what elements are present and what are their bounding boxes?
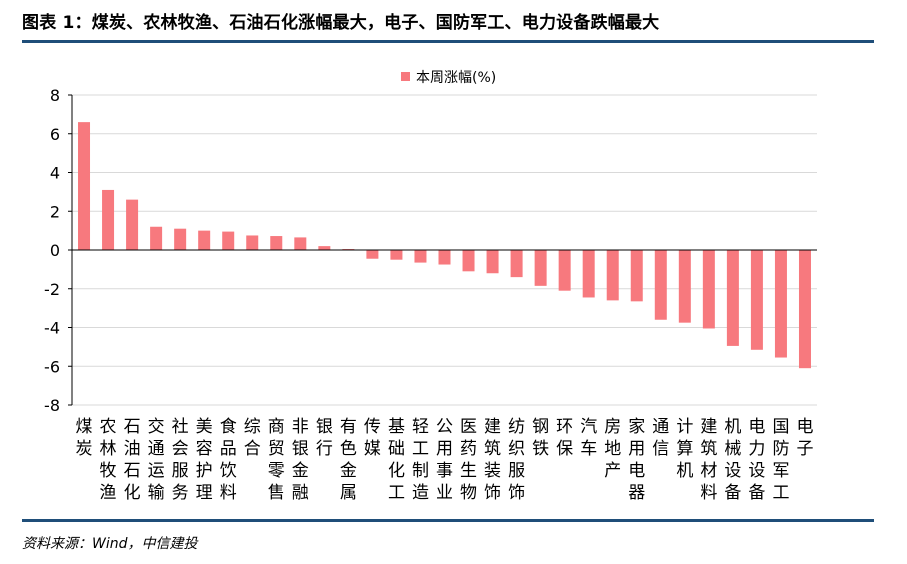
- x-tick-label: 电力设备: [748, 417, 765, 503]
- x-tick-label: 美容护理: [196, 417, 213, 503]
- bar: [174, 228, 187, 250]
- bar: [462, 250, 475, 272]
- bar: [390, 250, 403, 260]
- x-tick-label: 综合: [244, 417, 261, 459]
- bar: [294, 237, 307, 250]
- x-tick-label: 国防军工: [772, 417, 789, 503]
- y-tick-label: -2: [44, 280, 60, 299]
- y-tick-label: -6: [44, 357, 60, 376]
- bar: [270, 236, 283, 250]
- bar: [726, 250, 739, 346]
- y-tick-label: 8: [50, 86, 60, 105]
- x-tick-label: 交通运输: [148, 417, 165, 503]
- bar: [486, 250, 499, 274]
- x-tick-label: 电子: [796, 417, 813, 459]
- x-tick-label: 银行: [316, 417, 333, 459]
- x-tick-label: 商贸零售: [268, 417, 285, 503]
- bar: [510, 250, 523, 278]
- legend: 本周涨幅(%): [385, 64, 545, 90]
- x-tick-label: 计算机: [676, 417, 693, 481]
- bar: [102, 189, 115, 250]
- bar: [318, 246, 331, 251]
- legend-label: 本周涨幅(%): [416, 70, 496, 86]
- x-tick-label: 环保: [556, 417, 573, 459]
- title-rule: [22, 40, 874, 43]
- x-tick-label: 有色金属: [340, 417, 357, 503]
- x-tick-label: 通信: [652, 417, 669, 459]
- source-note: 资料来源：Wind，中信建投: [22, 536, 198, 552]
- x-tick-label: 公用事业: [436, 417, 453, 503]
- x-tick-label: 纺织服饰: [508, 417, 525, 503]
- x-tick-label: 社会服务: [172, 417, 189, 503]
- y-tick-label: 0: [50, 241, 60, 260]
- bar: [438, 250, 451, 265]
- bar: [150, 226, 163, 250]
- bar: [78, 122, 91, 251]
- bar: [678, 250, 691, 323]
- bar: [606, 250, 619, 301]
- y-tick-label: 2: [50, 202, 60, 221]
- bar: [630, 250, 643, 302]
- x-tick-label: 石油石化: [124, 417, 141, 503]
- x-tick-label: 汽车: [580, 417, 597, 459]
- x-tick-label: 医药生物: [460, 417, 477, 503]
- x-tick-label: 建筑装饰: [484, 417, 501, 503]
- bar: [198, 230, 211, 251]
- bar: [558, 250, 571, 291]
- bar: [702, 250, 715, 329]
- bar: [534, 250, 547, 286]
- x-tick-label: 基础化工: [388, 417, 405, 503]
- legend-swatch: [401, 72, 410, 81]
- x-tick-label: 机械设备: [724, 417, 741, 503]
- footer-rule: [22, 519, 874, 522]
- y-tick-labels: 8 6 4 2 0 -2 -4 -6 -8: [44, 86, 60, 415]
- bar: [414, 250, 427, 263]
- x-tick-label: 传媒: [364, 417, 381, 459]
- bar: [582, 250, 595, 298]
- bar: [798, 250, 811, 369]
- bars: [78, 122, 811, 369]
- x-tick-label: 食品饮料: [220, 417, 237, 503]
- bar: [654, 250, 667, 320]
- axes: [68, 94, 817, 406]
- figure-title: 图表 1：煤炭、农林牧渔、石油石化涨幅最大，电子、国防军工、电力设备跌幅最大: [22, 13, 660, 33]
- x-tick-label: 建筑材料: [700, 417, 717, 503]
- legend-box: [385, 64, 545, 90]
- bar: [750, 250, 763, 350]
- x-tick-label: 非银金融: [292, 417, 309, 503]
- bar: [126, 199, 139, 251]
- x-tick-label: 家用电器: [628, 417, 645, 503]
- x-tick-label: 钢铁: [532, 417, 549, 459]
- x-tick-labels: 煤炭农林牧渔石油石化交通运输社会服务美容护理食品饮料综合商贸零售非银金融银行有色…: [76, 417, 814, 503]
- bar: [246, 235, 259, 250]
- y-tick-label: -8: [44, 396, 60, 415]
- y-tick-label: 6: [50, 125, 60, 144]
- x-tick-label: 农林牧渔: [100, 417, 117, 503]
- y-tick-label: -4: [44, 319, 60, 338]
- y-tick-label: 4: [50, 164, 60, 183]
- x-tick-label: 煤炭: [76, 417, 93, 459]
- x-tick-label: 房地产: [604, 417, 621, 481]
- bar: [774, 250, 787, 358]
- bar-chart: 8 6 4 2 0 -2 -4 -6 -8 煤炭农林牧渔石油石化交通运输社会服务美容护理食品饮料…: [44, 64, 817, 503]
- x-tick-label: 轻工制造: [412, 417, 429, 503]
- bar: [366, 250, 379, 259]
- bar: [222, 231, 235, 250]
